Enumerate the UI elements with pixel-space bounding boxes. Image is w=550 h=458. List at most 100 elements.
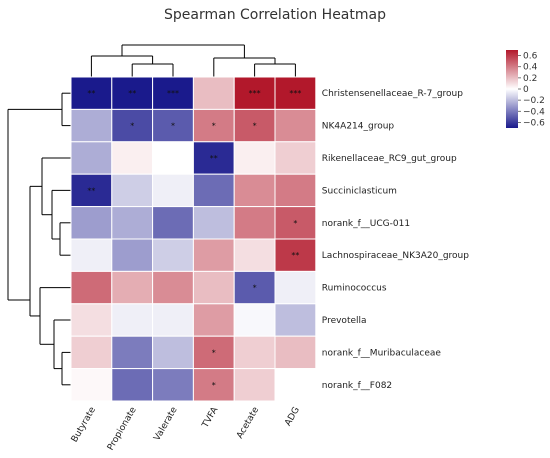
heatmap-cell <box>111 238 154 272</box>
heatmap-cell <box>274 108 317 143</box>
row-label: Prevotella <box>322 316 367 326</box>
heatmap-cell <box>70 303 113 337</box>
heatmap-cell <box>192 173 235 208</box>
column-label: Valerate <box>152 405 180 443</box>
row-label: Rikenellaceae_RC9_gut_group <box>322 154 457 164</box>
column-label: Acetate <box>235 405 261 440</box>
column-dendrogram <box>90 44 296 77</box>
heatmap-cell <box>274 173 317 208</box>
colorbar-tick-label: 0 <box>523 85 529 95</box>
heatmap-cell <box>152 238 194 272</box>
heatmap-cell <box>70 206 113 240</box>
significance-mark: *** <box>289 89 301 98</box>
heatmap-cell <box>111 141 154 175</box>
significance-mark: ** <box>128 89 136 98</box>
heatmap-cell <box>233 206 276 240</box>
colorbar-tick-label: 0.2 <box>523 74 537 84</box>
heatmap-cell <box>70 76 113 110</box>
heatmap-cell <box>233 141 276 175</box>
colorbar-tick-label: −0.4 <box>523 107 545 117</box>
heatmap-cell <box>192 303 235 337</box>
heatmap-cell <box>152 173 194 208</box>
heatmap-cell <box>233 368 276 402</box>
significance-mark: * <box>212 348 216 357</box>
heatmap-cell <box>70 238 113 272</box>
heatmap-cell <box>152 368 194 402</box>
colorbar: 0.60.40.20−0.2−0.4−0.6 <box>506 50 545 128</box>
heatmap-cell <box>192 335 235 370</box>
significance-mark: *** <box>167 89 179 98</box>
heatmap-cell <box>274 141 317 175</box>
significance-mark: * <box>253 284 257 293</box>
column-label: ADG <box>283 405 302 427</box>
heatmap-cell <box>111 368 154 402</box>
heatmap-cell <box>233 238 276 272</box>
heatmap-cell <box>111 335 154 370</box>
heatmap-cell <box>152 303 194 337</box>
colorbar-tick-label: −0.2 <box>523 96 545 106</box>
heatmap-cell <box>111 270 154 305</box>
column-label: Butyrate <box>70 405 98 444</box>
row-label: norank_f__Muribaculaceae <box>322 348 442 358</box>
heatmap-cells: ** ** *** *** **** * * *********** <box>70 76 317 402</box>
row-label: Ruminococcus <box>322 284 387 294</box>
heatmap-cell <box>152 141 194 175</box>
significance-mark: ** <box>87 89 95 98</box>
heatmap-cell <box>274 76 317 110</box>
heatmap-cell <box>233 270 276 305</box>
heatmap-cell <box>233 335 276 370</box>
heatmap-cell <box>152 335 194 370</box>
significance-mark: ** <box>210 154 218 163</box>
heatmap-cell <box>111 303 154 337</box>
column-label: Propionate <box>106 405 139 452</box>
heatmap-cell <box>192 238 235 272</box>
row-label: Christensenellaceae_R-7_group <box>322 89 463 99</box>
heatmap-cell <box>152 76 194 110</box>
significance-mark: ** <box>87 186 95 195</box>
heatmap-cell <box>70 335 113 370</box>
heatmap-cell <box>192 270 235 305</box>
row-label: Lachnospiraceae_NK3A20_group <box>322 251 469 261</box>
heatmap-cell <box>233 76 276 110</box>
heatmap-cell <box>192 108 235 143</box>
heatmap-cell <box>111 108 154 143</box>
significance-mark: *** <box>249 89 261 98</box>
significance-mark: * <box>212 381 216 390</box>
heatmap-cell <box>274 206 317 240</box>
significance-mark: ** <box>291 251 299 260</box>
row-label: norank_f__F082 <box>322 381 392 391</box>
colorbar-gradient <box>506 50 518 128</box>
heatmap-cell <box>152 206 194 240</box>
significance-mark: * <box>212 122 216 131</box>
heatmap-cell <box>192 141 235 175</box>
row-label: norank_f__UCG-011 <box>322 219 410 229</box>
heatmap-cell <box>70 141 113 175</box>
heatmap-cell <box>274 368 317 402</box>
heatmap-cell <box>233 173 276 208</box>
heatmap-cell <box>274 335 317 370</box>
significance-mark: * <box>253 122 257 131</box>
significance-mark: * <box>171 122 175 131</box>
heatmap-cell <box>192 76 235 110</box>
column-labels: Butyrate Propionate Valerate TVFA Acetate ADG <box>70 405 302 453</box>
heatmap-cell <box>233 108 276 143</box>
colorbar-tick-label: 0.4 <box>523 63 538 73</box>
colorbar-tick-label: −0.6 <box>523 118 545 128</box>
heatmap-cell <box>274 303 317 337</box>
row-label: Succiniclasticum <box>322 186 397 196</box>
chart-title: Spearman Correlation Heatmap <box>164 7 386 23</box>
heatmap-cell <box>192 368 235 402</box>
column-label: TVFA <box>200 405 221 431</box>
significance-mark: * <box>293 219 297 228</box>
row-label: NK4A214_group <box>322 122 395 132</box>
heatmap-cell <box>111 206 154 240</box>
heatmap-cell <box>192 206 235 240</box>
heatmap-cell <box>70 108 113 143</box>
heatmap-cell <box>111 173 154 208</box>
heatmap-cell <box>233 303 276 337</box>
heatmap-cell <box>152 270 194 305</box>
heatmap-cell <box>152 108 194 143</box>
colorbar-tick-label: 0.6 <box>523 52 538 62</box>
significance-mark: * <box>130 122 134 131</box>
